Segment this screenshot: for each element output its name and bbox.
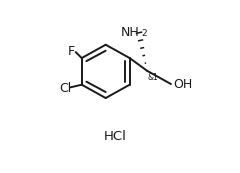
Text: Cl: Cl: [60, 82, 72, 95]
Text: F: F: [67, 45, 75, 58]
Text: OH: OH: [174, 78, 193, 90]
Text: 2: 2: [141, 29, 147, 38]
Text: HCl: HCl: [104, 130, 126, 143]
Text: &1: &1: [148, 73, 158, 82]
Text: NH: NH: [121, 26, 140, 39]
